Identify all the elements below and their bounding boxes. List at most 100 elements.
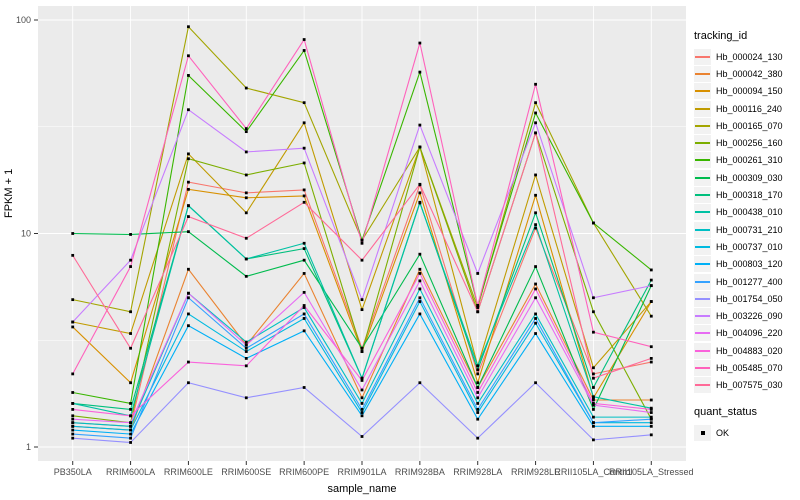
data-point [71,424,75,428]
legend-item-label: Hb_000803_120 [716,259,783,270]
data-point [302,312,306,316]
data-point [244,343,248,347]
data-point [418,287,422,291]
data-point [302,241,306,245]
data-point [244,173,248,177]
data-point [129,346,132,350]
data-point [302,188,306,192]
data-point [360,346,364,350]
series-color-line-icon [695,366,710,369]
y-axis-title: FPKM + 1 [3,168,15,218]
data-point [302,200,306,204]
data-point [360,238,364,242]
data-point [187,215,190,218]
data-point [418,267,422,271]
data-point [360,308,364,312]
legend-item: Hb_000042_380 [694,65,798,82]
data-point [534,173,537,177]
legend-item-label: Hb_000438_010 [716,207,783,218]
legend-item-label: Hb_000309_030 [716,172,783,183]
data-point [592,438,595,442]
legend-item: Hb_007575_030 [694,377,798,394]
data-point [476,391,480,394]
data-point [244,257,248,261]
legend-item: Hb_005485_070 [694,359,798,376]
data-point [649,415,653,419]
legend-item-label: Hb_004096_220 [716,328,783,339]
legend-key-line-icon [694,65,711,82]
data-point [71,232,75,235]
legend-item: Hb_000256_160 [694,134,798,152]
legend-item-label: Hb_001277_400 [716,276,783,287]
legend-key-line-icon [694,273,711,290]
data-point [360,379,364,382]
data-point [418,312,422,316]
data-point [129,421,132,425]
series-color-line-icon [695,55,710,58]
data-point [129,265,132,268]
legend-item-label: Hb_003226_090 [716,311,783,322]
legend-item-label: Hb_001754_050 [716,293,783,304]
legend-item-label: Hb_005485_070 [716,362,783,373]
data-point [244,350,248,353]
data-point [129,414,132,418]
data-point [592,403,595,407]
legend-key-line-icon [694,152,711,169]
data-point [418,381,422,385]
legend: tracking_id Hb_000024_130 Hb_000042_380 Hb… [694,30,798,441]
data-point [360,388,364,392]
data-point [244,150,248,154]
legend-item: Hb_000094_150 [694,83,798,100]
x-tick-label: RRIM901LA [337,467,386,477]
legend-key-line-icon [694,169,711,186]
data-point [129,436,132,440]
series-color-line-icon [695,384,710,387]
data-point [649,357,653,360]
legend-key-line-icon [694,187,711,204]
legend-item-label: Hb_000731_210 [716,224,783,235]
data-point [302,290,306,294]
data-point [302,121,306,125]
data-point [476,310,480,314]
data-point [244,340,248,344]
legend-key-line-icon [694,135,711,152]
data-point [187,187,190,191]
legend-key-line-icon [694,238,711,255]
data-point [71,432,75,436]
data-point [534,332,537,335]
data-point [129,408,132,411]
series-color-line-icon [695,228,710,231]
data-point [302,247,306,250]
data-point [476,372,480,376]
series-color-line-icon [695,297,710,300]
data-point [534,226,537,230]
data-point [592,330,595,334]
legend-item: Hb_000737_010 [694,238,798,255]
legend-key-line-icon [694,83,711,100]
data-point [476,386,480,389]
data-point [187,204,190,208]
data-point [592,310,595,314]
data-point [129,310,132,314]
data-point [129,233,132,236]
legend-item-label: Hb_000165_070 [716,120,783,131]
series-color-line-icon [695,176,710,179]
data-point [649,360,653,364]
data-point [71,372,75,376]
data-point [418,279,422,283]
data-point [71,253,75,257]
data-point [244,357,248,360]
y-tick-label: 1 [26,442,31,452]
x-tick-label: PB350LA [54,467,92,477]
data-point [534,312,537,316]
series-color-line-icon [695,107,710,110]
data-point [476,411,480,414]
data-point [187,157,190,161]
data-point [244,346,248,350]
data-point [360,411,364,414]
legend-key-line-icon [694,117,711,134]
data-point [302,272,306,275]
y-tick-label: 100 [16,15,31,25]
data-point [418,182,422,186]
